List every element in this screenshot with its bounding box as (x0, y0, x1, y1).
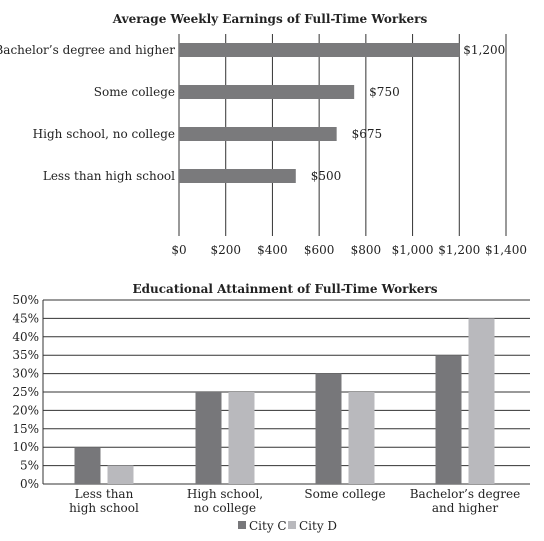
value-label: $1,200 (463, 43, 505, 57)
y-tick-label: 30% (12, 367, 39, 381)
bar-less-than-high-school (179, 169, 296, 183)
y-tick-label: 35% (12, 348, 39, 362)
attainment-y-axis-ticks: 0% 5% 10% 15% 20% 25% 30% 35% 40% 45% 50% (12, 293, 39, 491)
y-tick-label: 5% (20, 459, 39, 473)
category-label: Bachelor’s degree (410, 487, 521, 501)
bar-some-college (179, 85, 355, 99)
earnings-bars (179, 43, 460, 183)
bar-city-c-less-than-high-school (74, 447, 101, 484)
earnings-category-labels: Bachelor’s degree and higher Some college… (0, 43, 175, 183)
attainment-bars (74, 318, 495, 484)
bar-city-d-bachelor-s-degree-and-higher (468, 318, 495, 484)
y-tick-label: 40% (12, 330, 39, 344)
earnings-chart-title: Average Weekly Earnings of Full-Time Wor… (112, 12, 428, 26)
bar-city-c-bachelor-s-degree-and-higher (435, 355, 462, 484)
legend-label: City C (249, 519, 287, 533)
attainment-chart-title: Educational Attainment of Full-Time Work… (132, 282, 437, 296)
y-tick-label: 20% (12, 403, 39, 417)
earnings-chart: Average Weekly Earnings of Full-Time Wor… (0, 12, 527, 257)
y-tick-label: 15% (12, 422, 39, 436)
bar-city-d-some-college (348, 392, 375, 484)
y-tick-label: 10% (12, 440, 39, 454)
bar-city-c-high-school-no-college (195, 392, 222, 484)
x-tick-label: $400 (257, 243, 288, 257)
earnings-x-axis-ticks: $0 $200 $400 $600 $800 $1,000 $1,200 $1,400 (171, 243, 527, 257)
bar-city-d-high-school-no-college (228, 392, 255, 484)
bar-city-c-some-college (315, 373, 342, 484)
legend-swatch-city-c (238, 521, 246, 529)
category-label: High school, no college (33, 127, 175, 141)
y-tick-label: 0% (20, 477, 39, 491)
category-label: Less than (75, 487, 134, 501)
category-label: high school (69, 501, 139, 515)
value-label: $500 (311, 169, 342, 183)
category-label: Some college (94, 85, 175, 99)
category-label: Bachelor’s degree and higher (0, 43, 175, 57)
y-tick-label: 45% (12, 311, 39, 325)
category-label: no college (194, 501, 256, 515)
y-tick-label: 25% (12, 385, 39, 399)
bar-bachelor-s-degree-and-higher (179, 43, 460, 57)
x-tick-label: $0 (171, 243, 186, 257)
value-label: $675 (352, 127, 383, 141)
legend-swatch-city-d (288, 521, 296, 529)
y-tick-label: 50% (12, 293, 39, 307)
category-label: and higher (432, 501, 498, 515)
attainment-legend: City C City D (238, 519, 337, 533)
x-tick-label: $1,200 (438, 243, 480, 257)
attainment-chart: Educational Attainment of Full-Time Work… (12, 282, 530, 533)
category-label: High school, (187, 487, 263, 501)
earnings-value-labels: $1,200 $750 $675 $500 (311, 43, 506, 183)
x-tick-label: $200 (210, 243, 241, 257)
category-label: Some college (304, 487, 385, 501)
x-tick-label: $800 (351, 243, 382, 257)
legend-label: City D (299, 519, 337, 533)
x-tick-label: $600 (304, 243, 335, 257)
x-tick-label: $1,000 (392, 243, 434, 257)
category-label: Less than high school (43, 169, 175, 183)
bar-high-school-no-college (179, 127, 337, 141)
x-tick-label: $1,400 (485, 243, 527, 257)
value-label: $750 (369, 85, 400, 99)
bar-city-d-less-than-high-school (107, 465, 134, 484)
